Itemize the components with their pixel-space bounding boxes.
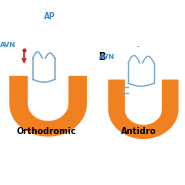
Polygon shape xyxy=(108,80,179,139)
Text: AVN: AVN xyxy=(0,42,16,48)
Text: AP: AP xyxy=(43,12,55,21)
Text: AVN: AVN xyxy=(99,54,115,60)
Text: B: B xyxy=(98,52,105,62)
Text: Orthodromic: Orthodromic xyxy=(16,127,76,136)
Polygon shape xyxy=(9,76,87,137)
Text: Antidro: Antidro xyxy=(121,127,157,136)
